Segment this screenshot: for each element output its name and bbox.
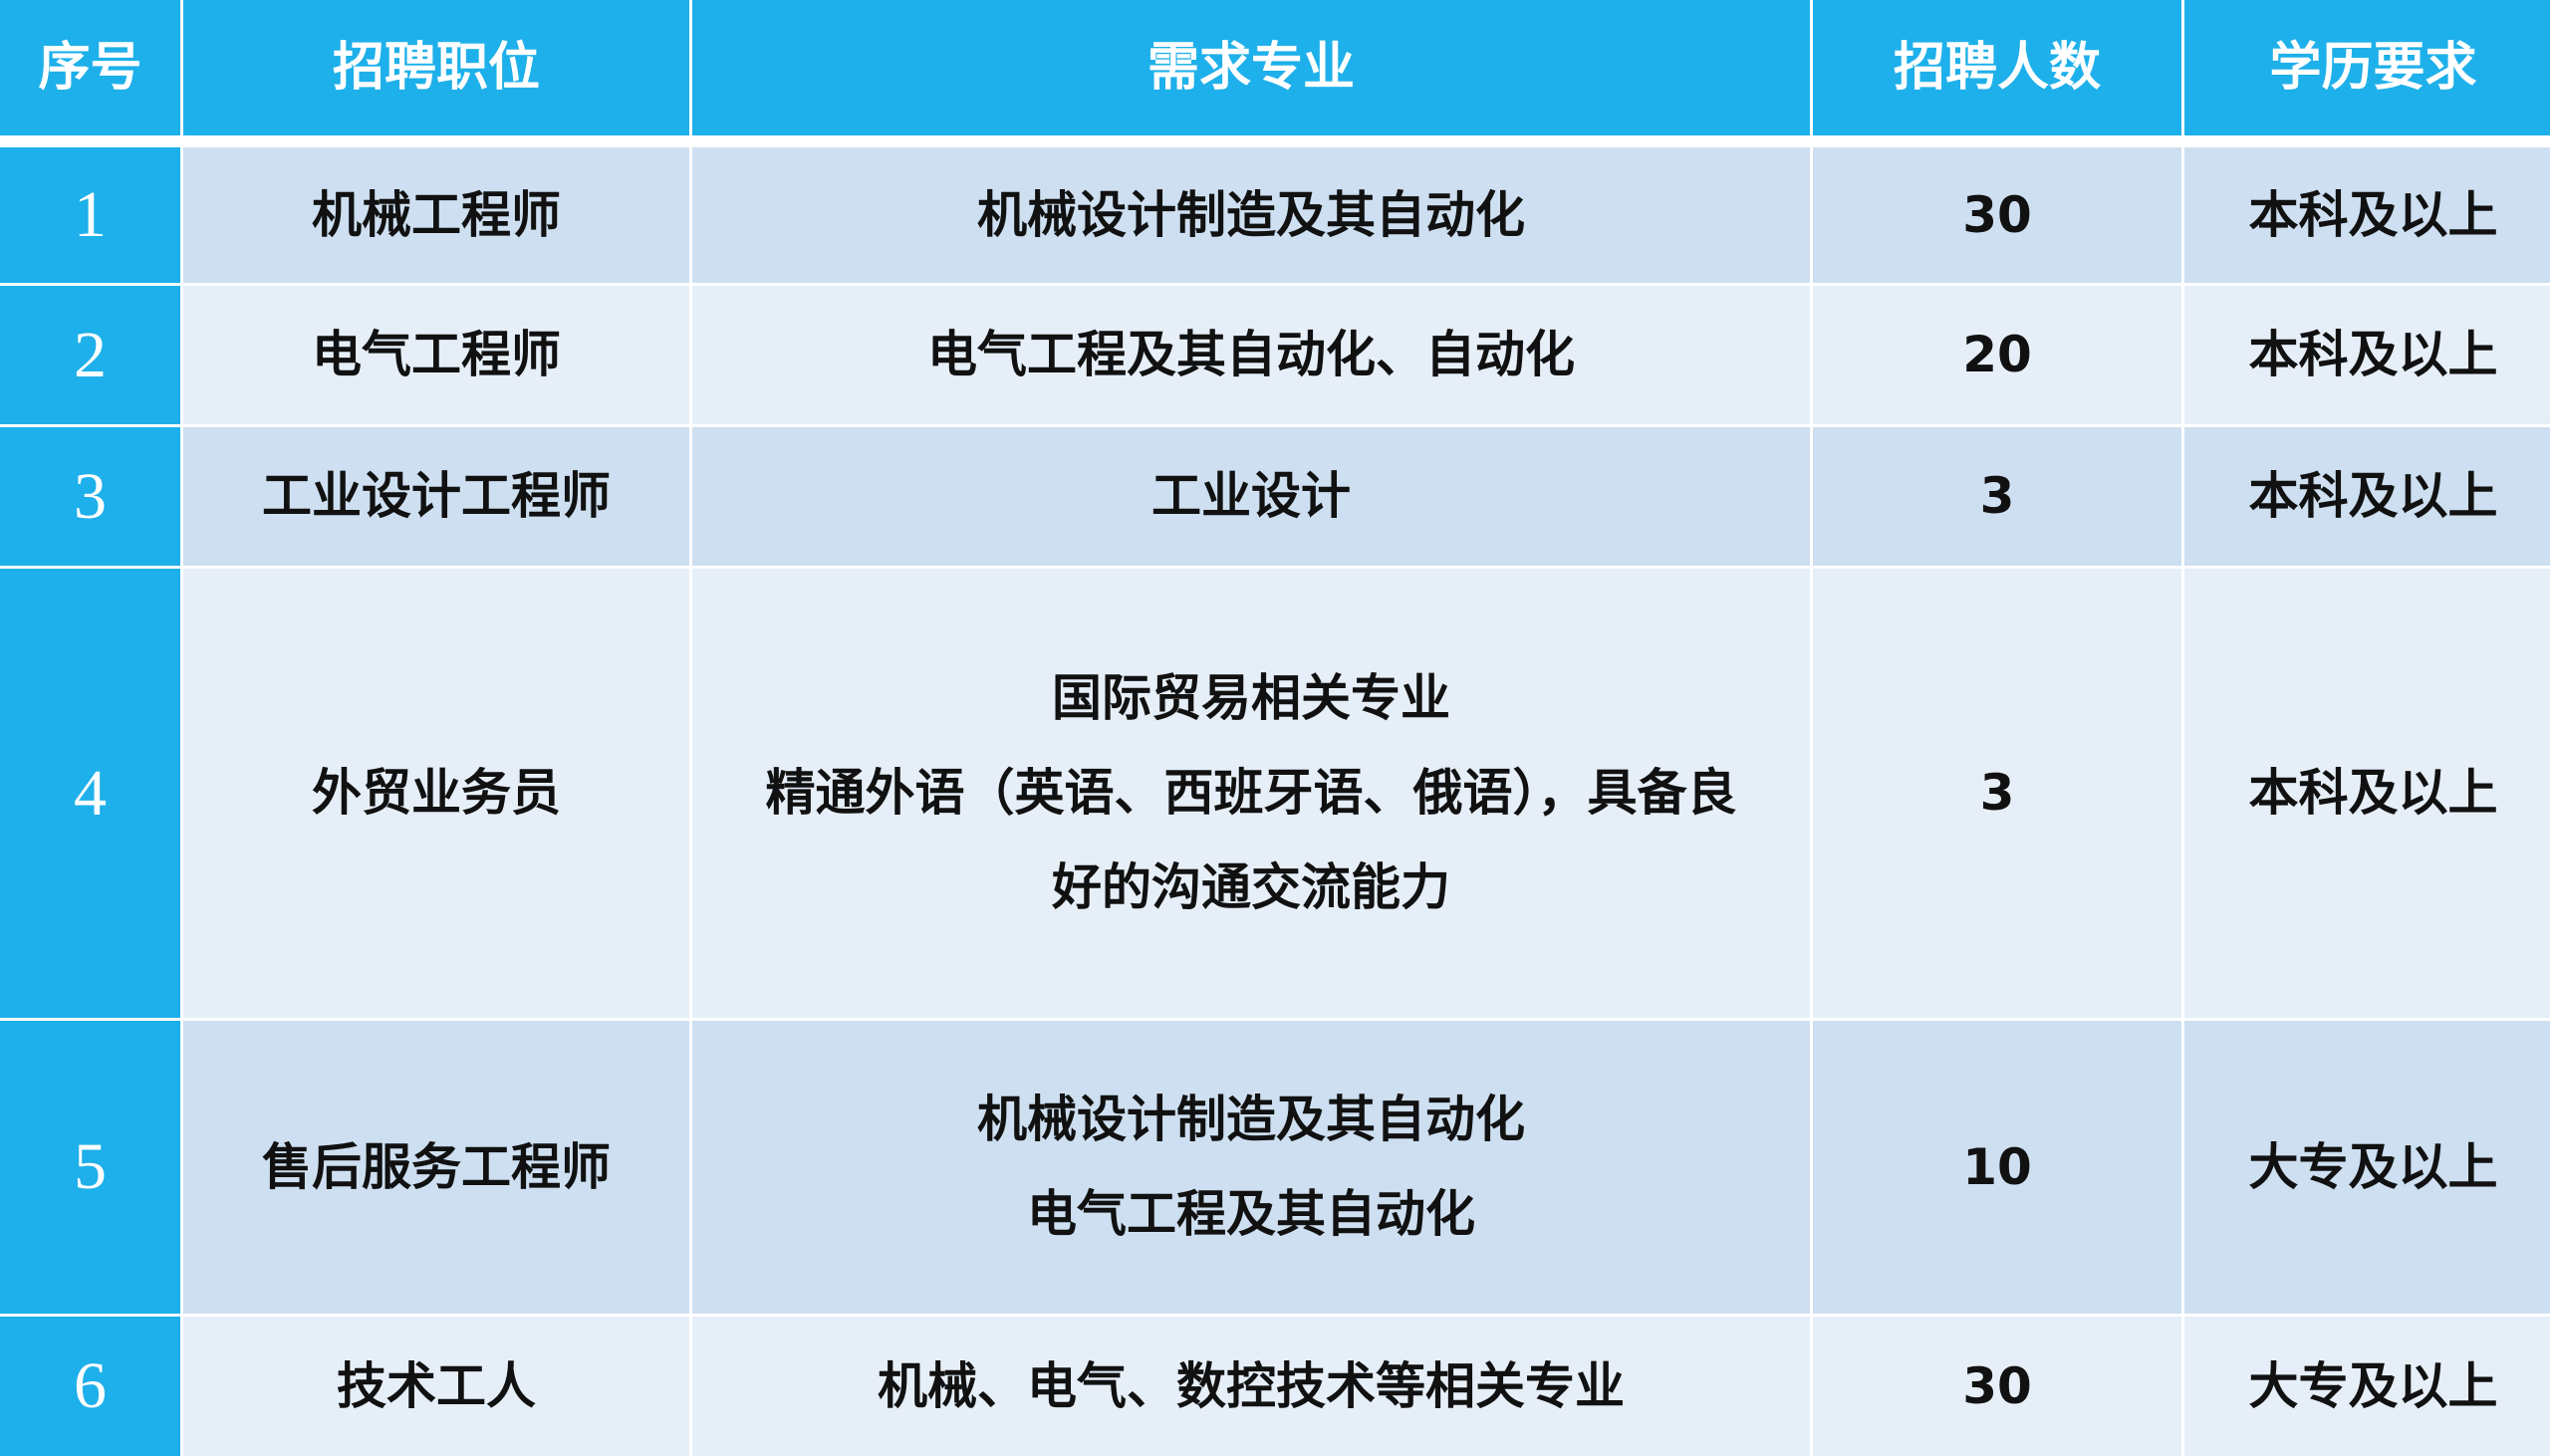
major-cell: 机械、电气、数控技术等相关专业 — [692, 1317, 1810, 1456]
header-education: 学历要求 — [2184, 0, 2550, 135]
major-cell: 国际贸易相关专业精通外语（英语、西班牙语、俄语），具备良 好的沟通交流能力 — [692, 569, 1810, 1018]
major-line: 电气工程及其自动化、自动化 — [927, 326, 1575, 383]
header-position: 招聘职位 — [183, 0, 689, 135]
count-cell: 20 — [1813, 286, 2181, 424]
position-cell: 机械工程师 — [183, 147, 689, 283]
count-cell: 3 — [1813, 427, 2181, 566]
position-cell: 外贸业务员 — [183, 569, 689, 1018]
education-cell: 大专及以上 — [2184, 1021, 2550, 1314]
header-count: 招聘人数 — [1813, 0, 2181, 135]
row-number: 2 — [0, 286, 180, 424]
header-major: 需求专业 — [692, 0, 1810, 135]
row-number: 1 — [0, 147, 180, 283]
position-cell: 售后服务工程师 — [183, 1021, 689, 1314]
major-cell: 工业设计 — [692, 427, 1810, 566]
row-number: 5 — [0, 1021, 180, 1314]
major-line: 机械设计制造及其自动化 — [977, 185, 1525, 244]
major-line: 国际贸易相关专业 — [1052, 669, 1450, 727]
position-cell: 工业设计工程师 — [183, 427, 689, 566]
position-cell: 技术工人 — [183, 1317, 689, 1456]
education-cell: 本科及以上 — [2184, 147, 2550, 283]
education-cell: 本科及以上 — [2184, 569, 2550, 1018]
education-cell: 本科及以上 — [2184, 286, 2550, 424]
count-cell: 30 — [1813, 1317, 2181, 1456]
header-no: 序号 — [0, 0, 180, 135]
major-line: 工业设计 — [1151, 467, 1351, 525]
major-cell: 机械设计制造及其自动化 电气工程及其自动化 — [692, 1021, 1810, 1314]
major-line: 精通外语（英语、西班牙语、俄语），具备良 — [765, 764, 1737, 822]
header-divider — [0, 138, 2550, 144]
education-cell: 大专及以上 — [2184, 1317, 2550, 1456]
major-line: 机械设计制造及其自动化 — [977, 1091, 1525, 1148]
major-cell: 电气工程及其自动化、自动化 — [692, 286, 1810, 424]
major-line: 电气工程及其自动化 — [1027, 1185, 1475, 1243]
major-cell: 机械设计制造及其自动化 — [692, 147, 1810, 283]
row-number: 6 — [0, 1317, 180, 1456]
row-number: 3 — [0, 427, 180, 566]
major-line: 机械、电气、数控技术等相关专业 — [878, 1356, 1625, 1415]
count-cell: 10 — [1813, 1021, 2181, 1314]
major-line: 好的沟通交流能力 — [1052, 858, 1450, 916]
count-cell: 3 — [1813, 569, 2181, 1018]
row-number: 4 — [0, 569, 180, 1018]
count-cell: 30 — [1813, 147, 2181, 283]
education-cell: 本科及以上 — [2184, 427, 2550, 566]
position-cell: 电气工程师 — [183, 286, 689, 424]
